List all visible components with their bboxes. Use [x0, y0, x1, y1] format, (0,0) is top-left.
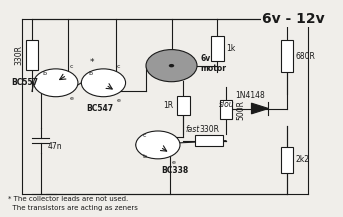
Circle shape: [136, 131, 180, 159]
Bar: [211, 36, 224, 61]
Text: slou: slou: [219, 100, 235, 109]
Text: 1k: 1k: [226, 44, 235, 53]
Circle shape: [169, 64, 174, 67]
Text: e: e: [117, 98, 121, 103]
Text: b: b: [88, 71, 92, 76]
Bar: [177, 96, 190, 115]
Circle shape: [146, 50, 197, 82]
Bar: [281, 147, 293, 173]
Text: fast: fast: [185, 125, 199, 134]
Text: 6v
motor: 6v motor: [200, 54, 226, 73]
Text: *: *: [90, 58, 94, 67]
Text: e: e: [69, 96, 73, 101]
Text: e: e: [172, 160, 175, 165]
Text: BC557: BC557: [12, 78, 39, 87]
Text: 47n: 47n: [47, 142, 62, 151]
Text: 1R: 1R: [163, 101, 173, 110]
Text: BC547: BC547: [86, 104, 114, 113]
Polygon shape: [251, 103, 269, 114]
Bar: [281, 40, 293, 72]
Bar: [220, 100, 232, 119]
Text: c: c: [143, 133, 146, 138]
Text: c: c: [117, 64, 120, 69]
Bar: [195, 135, 223, 146]
Circle shape: [81, 69, 126, 97]
Text: 1N4148: 1N4148: [235, 91, 265, 100]
Text: The transistors are acting as zeners: The transistors are acting as zeners: [8, 205, 138, 211]
Text: 330R: 330R: [199, 125, 219, 134]
Circle shape: [34, 69, 78, 97]
Bar: [26, 40, 38, 70]
Text: c: c: [69, 64, 73, 69]
Text: b: b: [42, 71, 46, 76]
Text: BC338: BC338: [161, 166, 189, 175]
Text: 6v - 12v: 6v - 12v: [262, 12, 324, 26]
Text: 330R: 330R: [14, 45, 24, 65]
Text: 2k2: 2k2: [296, 155, 310, 164]
Text: 680R: 680R: [296, 51, 316, 61]
Text: * The collector leads are not used.: * The collector leads are not used.: [8, 196, 128, 202]
Text: b: b: [143, 154, 146, 159]
Text: 500R: 500R: [236, 100, 245, 120]
